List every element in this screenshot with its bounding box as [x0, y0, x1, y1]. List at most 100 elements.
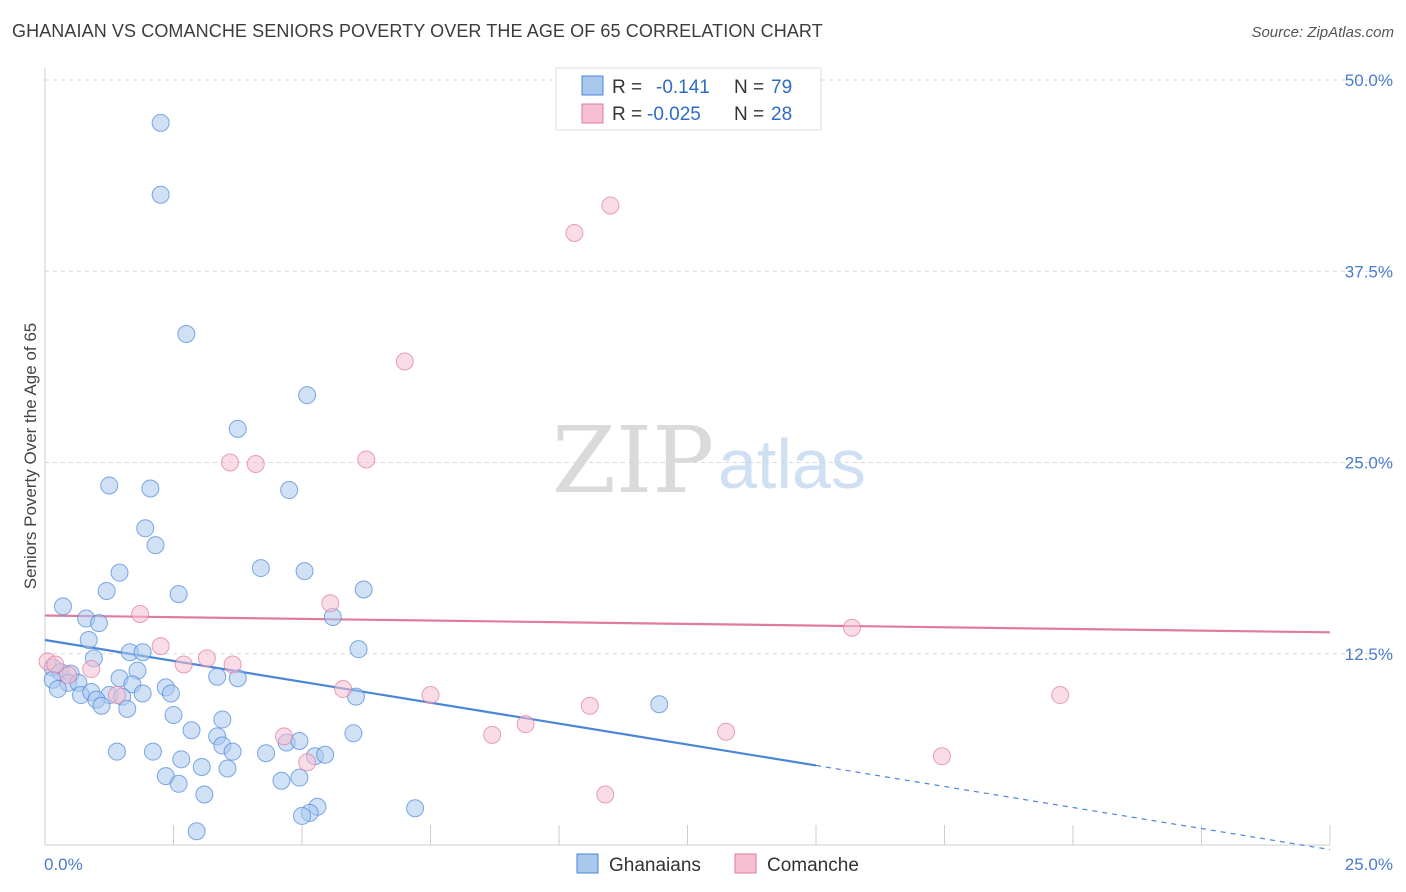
x-tick-label-1: 25.0%	[1345, 855, 1393, 874]
legend-stats: R = -0.141 N = 79 R = -0.025 N = 28	[555, 67, 822, 131]
point-comanche-19	[1051, 686, 1070, 705]
legend-n-value-1: 79	[771, 77, 792, 98]
axes	[44, 68, 1331, 846]
point-ghanaians-15	[169, 585, 188, 604]
point-ghanaians-43	[161, 684, 180, 703]
gridlines	[45, 79, 1392, 655]
point-comanche-3	[357, 450, 376, 469]
legend-n-label-1: N =	[734, 77, 764, 98]
y-tick-label-1: 25.0%	[1345, 454, 1393, 473]
trend-extension-ghanaians	[815, 764, 1331, 851]
point-ghanaians-9	[146, 536, 165, 555]
point-ghanaians-37	[48, 679, 67, 698]
point-ghanaians-51	[182, 721, 201, 740]
point-ghanaians-57	[223, 742, 242, 761]
point-ghanaians-35	[208, 667, 227, 686]
point-ghanaians-55	[344, 724, 363, 743]
legend-series: Ghanaians Comanche	[576, 853, 859, 876]
point-comanche-10	[197, 649, 216, 668]
point-comanche-28	[596, 785, 615, 804]
point-ghanaians-68	[272, 771, 291, 790]
legend-bottom-swatch-comanche	[734, 853, 757, 874]
point-comanche-5	[246, 455, 265, 474]
point-ghanaians-8	[136, 519, 155, 538]
point-comanche-13	[59, 666, 78, 685]
point-ghanaians-20	[79, 630, 98, 649]
tick-labels: 12.5% 25.0% 37.5% 50.0% 0.0% 25.0%	[44, 71, 1393, 874]
point-ghanaians-16	[53, 597, 72, 616]
data-points	[38, 113, 1070, 841]
point-comanche-27	[932, 747, 951, 766]
point-comanche-11	[174, 655, 193, 674]
point-comanche-8	[842, 618, 861, 637]
chart-title: GHANAIAN VS COMANCHE SENIORS POVERTY OVE…	[12, 21, 823, 41]
y-tick-label-3: 50.0%	[1345, 71, 1393, 90]
point-ghanaians-47	[118, 699, 137, 718]
point-ghanaians-60	[257, 744, 276, 763]
point-ghanaians-64	[192, 757, 211, 776]
point-ghanaians-73	[406, 799, 425, 818]
point-ghanaians-42	[133, 684, 152, 703]
legend-bottom-swatch-ghanaians	[576, 853, 599, 874]
y-axis-label: Seniors Poverty Over the Age of 65	[21, 323, 40, 589]
point-comanche-24	[483, 725, 502, 744]
point-ghanaians-74	[293, 806, 311, 825]
point-comanche-18	[421, 686, 440, 705]
trend-lines	[44, 614, 1331, 851]
point-ghanaians-0	[151, 113, 170, 132]
point-comanche-23	[717, 722, 736, 741]
point-comanche-4	[221, 453, 240, 472]
point-ghanaians-62	[316, 745, 335, 764]
legend-r-label-2: R =	[612, 104, 642, 125]
point-ghanaians-23	[349, 640, 368, 659]
point-ghanaians-59	[143, 742, 162, 761]
legend-n-label-2: N =	[734, 104, 764, 125]
legend-r-value-1: -0.141	[656, 77, 710, 98]
point-comanche-16	[46, 655, 65, 674]
point-comanche-26	[298, 753, 317, 772]
legend-r-value-2: -0.025	[647, 104, 701, 125]
point-comanche-2	[395, 352, 414, 371]
point-ghanaians-4	[228, 419, 247, 438]
point-comanche-12	[223, 655, 242, 674]
point-ghanaians-50	[213, 710, 232, 729]
source-label: Source: ZipAtlas.com	[1251, 24, 1394, 41]
point-ghanaians-11	[295, 562, 314, 581]
point-ghanaians-75	[187, 822, 206, 841]
legend-swatch-comanche	[581, 103, 604, 124]
point-ghanaians-1	[151, 185, 170, 204]
point-ghanaians-7	[280, 481, 299, 500]
point-ghanaians-6	[141, 479, 160, 498]
point-ghanaians-5	[100, 476, 119, 495]
point-comanche-7	[131, 604, 150, 623]
point-comanche-20	[107, 686, 126, 705]
point-ghanaians-69	[290, 768, 309, 787]
point-comanche-0	[601, 196, 620, 215]
point-comanche-22	[516, 715, 535, 734]
point-ghanaians-3	[298, 386, 317, 405]
point-comanche-6	[321, 594, 340, 613]
point-ghanaians-12	[110, 563, 129, 582]
point-ghanaians-22	[133, 643, 152, 662]
point-ghanaians-46	[92, 696, 111, 715]
legend-r-label-1: R =	[612, 77, 642, 98]
point-ghanaians-2	[177, 324, 196, 343]
point-ghanaians-70	[195, 785, 214, 804]
point-comanche-1	[565, 224, 584, 242]
point-ghanaians-18	[89, 614, 108, 633]
point-ghanaians-48	[650, 695, 669, 714]
legend-bottom-ghanaians: Ghanaians	[609, 855, 701, 876]
point-ghanaians-63	[172, 750, 191, 769]
y-tick-label-0: 12.5%	[1345, 645, 1393, 664]
point-ghanaians-67	[169, 774, 188, 793]
y-tick-label-2: 37.5%	[1345, 262, 1393, 281]
point-ghanaians-65	[218, 759, 237, 778]
point-comanche-21	[580, 696, 599, 715]
point-ghanaians-14	[354, 580, 373, 599]
point-comanche-9	[151, 637, 170, 656]
point-comanche-25	[275, 727, 294, 746]
point-ghanaians-54	[290, 731, 309, 750]
watermark-atlas: atlas	[718, 425, 866, 503]
x-tick-label-0: 0.0%	[44, 855, 83, 874]
